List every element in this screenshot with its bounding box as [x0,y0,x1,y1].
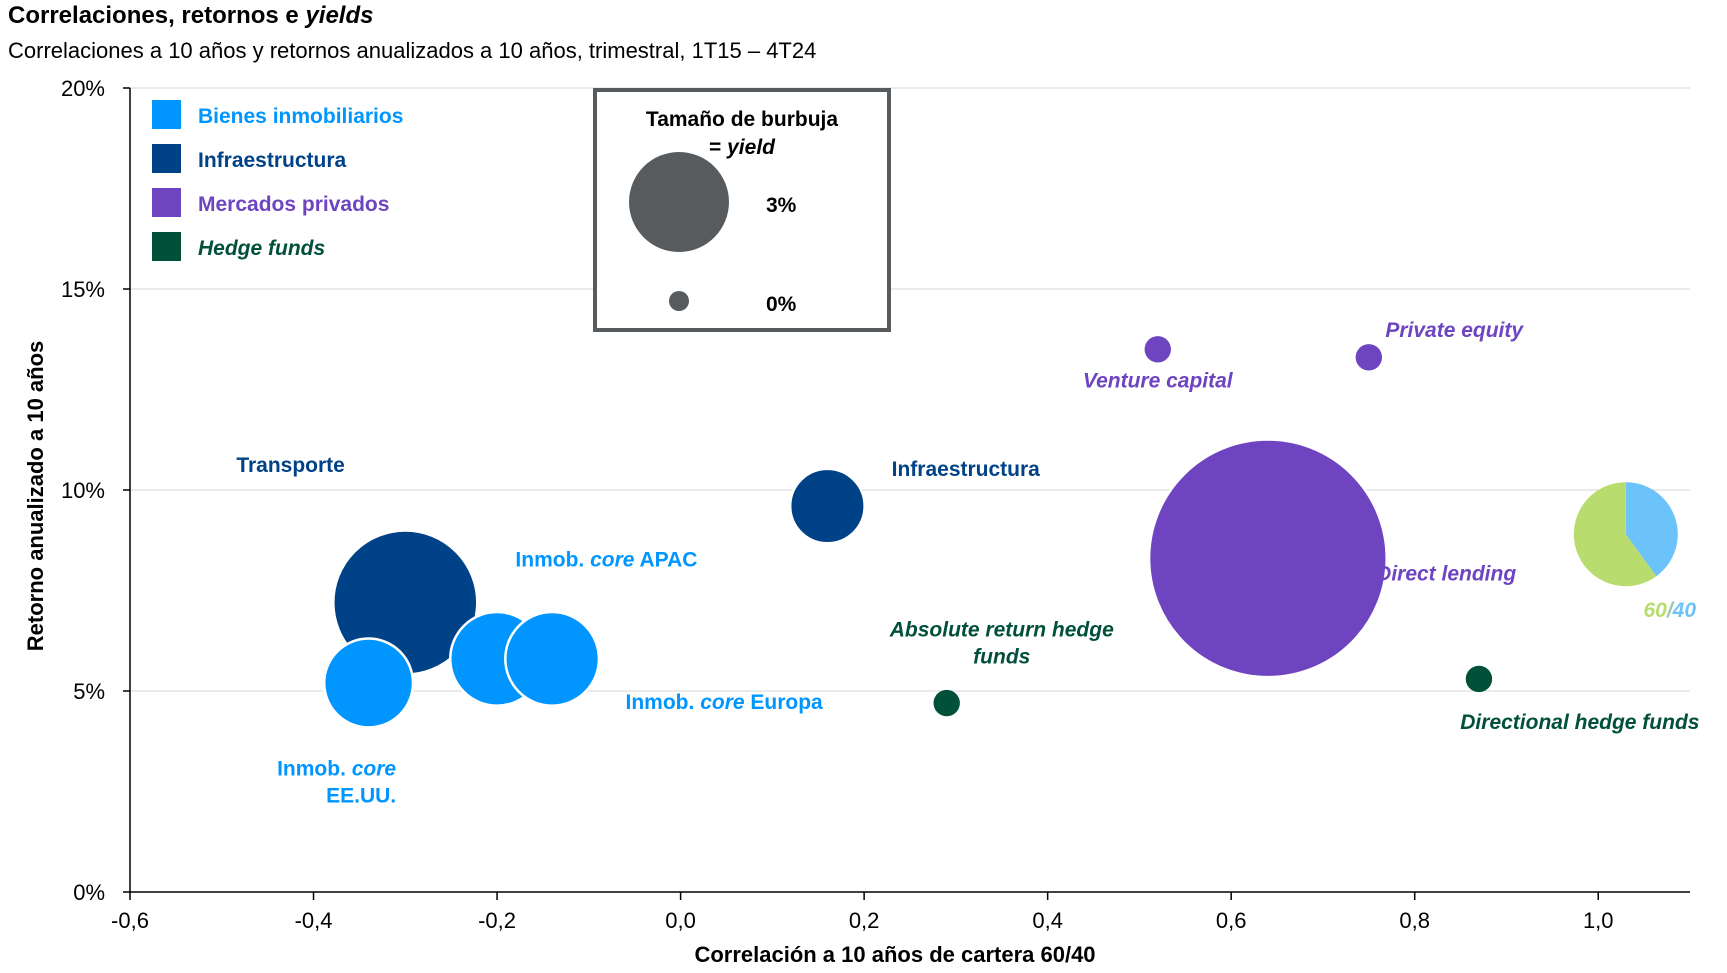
size-legend-subtitle: = yield [709,136,776,159]
pie-slice-40 [1625,482,1678,577]
legend-swatch-private_markets [152,188,181,217]
x-tick-label: 0,2 [849,908,880,933]
label-part: Absolute return hedge [889,619,1114,642]
bubble-absolute-return-hedge-funds [933,689,960,717]
size-legend-eq: = [709,136,727,159]
x-tick-label: 0,0 [665,908,696,933]
x-tick-label: 0,4 [1032,908,1063,933]
x-tick-label: 0,6 [1216,908,1247,933]
bubble-infraestructura [788,467,866,545]
label-part: Direct lending [1376,562,1516,585]
label-direct-lending: Direct lending [1376,562,1516,585]
label-part: Infraestructura [892,458,1041,481]
label-absolute-return-hedge-funds: Absolute return hedge funds [889,619,1114,669]
x-tick-label: -0,2 [478,908,516,933]
legend-label-real_estate: Bienes inmobiliarios [198,105,403,128]
label-part: funds [973,646,1030,669]
size-legend-small-label: 0% [766,293,797,316]
point-labels: Transporte Inmob. core EE.UU. Inmob. core A… [236,319,1699,807]
chart-subtitle: Correlaciones a 10 años y retornos anual… [8,38,817,63]
legend-swatch-hedge_funds [152,232,181,261]
bubble-size-legend: Tamaño de burbuja = yield 3% 0% [593,88,891,332]
label-part: Inmob. [515,548,590,571]
portfolio-6040-pie: 60/40 [1573,482,1696,622]
chart-title: Correlaciones, retornos e yields [8,2,374,29]
bubble-direct-lending [1147,438,1388,679]
y-tick-label: 5% [73,679,105,704]
label-transporte: Transporte [236,454,345,477]
label-inmob-core-ee-uu-: Inmob. core EE.UU. [277,757,396,807]
label-private-equity: Private equity [1385,319,1524,342]
y-tick-label: 10% [61,478,105,503]
label-part: Private equity [1385,319,1524,342]
label-infraestructura: Infraestructura [892,458,1041,481]
legend-swatch-infrastructure [152,144,181,173]
label-inmob-core-apac: Inmob. core APAC [515,548,697,571]
data-points [322,336,1493,729]
bubble-private-equity [1355,344,1383,371]
legend-label-private_markets: Mercados privados [198,193,389,216]
size-legend-small-bubble [669,291,689,311]
label-part: core [590,548,635,571]
label-directional-hedge-funds: Directional hedge funds [1460,711,1699,734]
pie-label-40: 40 [1672,599,1697,622]
legend-label-hedge_funds: Hedge funds [198,237,325,260]
label-part: Inmob. [277,757,352,780]
size-legend-yield: yield [726,136,776,159]
pie-slice-60 [1573,482,1657,587]
label-part: Europa [745,691,823,714]
label-part: EE.UU. [326,784,396,807]
x-tick-label: -0,4 [295,908,333,933]
pie-label-sep: / [1666,599,1675,622]
y-axis-title: Retorno anualizado a 10 años [23,341,48,652]
y-tick-label: 0% [73,880,105,905]
bubble-directional-hedge-funds [1465,665,1493,693]
color-legend: Bienes inmobiliarios Infraestructura Merca… [152,100,403,261]
size-legend-title: Tamaño de burbuja [646,108,838,131]
label-venture-capital: Venture capital [1083,369,1234,392]
size-legend-big-label: 3% [766,194,797,217]
x-axis-title: Correlación a 10 años de cartera 60/40 [694,942,1095,967]
label-part: APAC [634,548,697,571]
label-part: Directional hedge funds [1460,711,1699,734]
label-part: core [352,757,397,780]
legend-label-infrastructure: Infraestructura [198,149,347,172]
pie-label: 60/40 [1643,599,1696,622]
axes: 0% 5% 10% 15% 20% -0,6 -0,4 -0,2 0,0 0,2 0,4 0,6 0,8… [61,76,1690,933]
bubble-inmob-core-europa [504,610,601,707]
label-part: Transporte [236,454,345,477]
bubble-inmob-core-ee-uu- [322,637,415,729]
label-part: Inmob. [626,691,701,714]
pie-label-60: 60 [1643,599,1667,622]
bubble-venture-capital [1144,336,1171,363]
size-legend-big-bubble [629,152,729,252]
y-tick-label: 20% [61,76,105,101]
x-tick-label: -0,6 [111,908,149,933]
x-tick-label: 1,0 [1583,908,1614,933]
legend-swatch-real_estate [152,100,181,129]
label-part: core [700,691,745,714]
label-part: Venture capital [1083,369,1234,392]
label-inmob-core-europa: Inmob. core Europa [626,691,824,714]
y-tick-label: 15% [61,277,105,302]
x-tick-label: 0,8 [1399,908,1430,933]
